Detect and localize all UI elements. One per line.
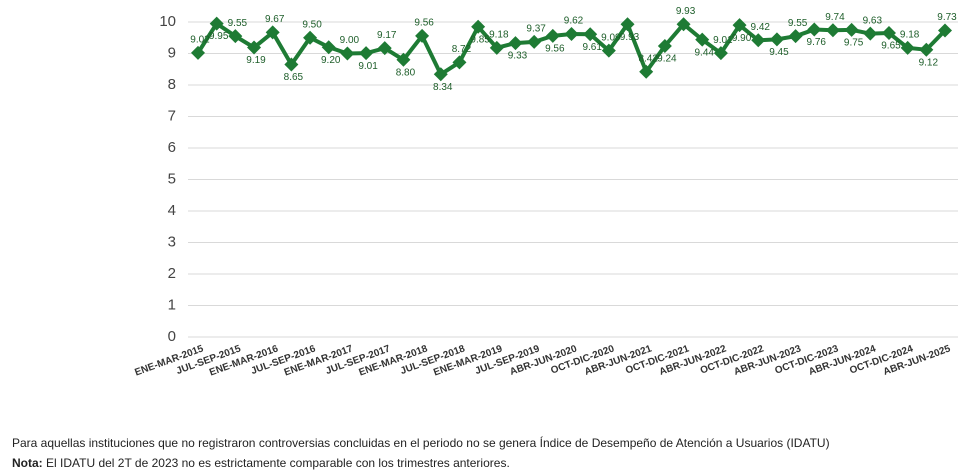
data-label: 9.24 — [657, 54, 677, 65]
point — [265, 25, 280, 40]
data-label: 9.65 — [881, 41, 901, 52]
data-label: 9.61 — [582, 42, 602, 53]
point — [321, 40, 336, 55]
point — [564, 26, 579, 41]
note: Nota: El IDATU del 2T de 2023 no es estr… — [12, 456, 510, 470]
point — [303, 30, 318, 45]
point — [452, 55, 467, 70]
data-label: 9.12 — [919, 57, 939, 68]
point — [919, 42, 934, 57]
point — [489, 40, 504, 55]
data-label: 9.63 — [863, 15, 883, 26]
data-label: 9.45 — [769, 47, 789, 58]
data-label: 9.42 — [751, 22, 771, 33]
point — [247, 40, 262, 55]
data-label: 9.76 — [807, 37, 827, 48]
data-label: 8.34 — [433, 82, 453, 93]
y-tick-label: 7 — [168, 107, 176, 124]
data-label: 9.90 — [732, 33, 752, 44]
point — [340, 46, 355, 61]
point — [657, 38, 672, 53]
point — [209, 16, 224, 31]
y-tick-label: 4 — [168, 202, 176, 219]
point — [938, 23, 952, 38]
data-label: 9.73 — [937, 12, 957, 23]
data-label: 9.93 — [676, 6, 696, 17]
data-label: 9.09 — [601, 32, 621, 43]
data-label: 9.44 — [694, 47, 714, 58]
data-label: 8.65 — [284, 72, 304, 83]
point — [844, 22, 859, 37]
point — [396, 52, 411, 67]
data-label: 9.02 — [190, 35, 210, 46]
y-tick-label: 3 — [168, 233, 176, 250]
point — [191, 45, 205, 60]
data-label: 9.19 — [246, 55, 266, 66]
point — [527, 34, 542, 49]
point — [359, 46, 374, 61]
point — [769, 32, 784, 47]
data-label: 9.17 — [377, 30, 397, 41]
point — [713, 46, 728, 61]
data-label: 9.20 — [321, 55, 341, 66]
y-tick-label: 10 — [159, 13, 176, 30]
data-label: 8.72 — [452, 44, 472, 55]
data-label: 9.62 — [564, 16, 584, 27]
data-label: 9.18 — [489, 29, 509, 40]
point — [471, 19, 486, 34]
data-label: 9.33 — [508, 51, 528, 62]
data-label: 9.37 — [526, 23, 546, 34]
data-label: 9.56 — [414, 18, 434, 29]
point — [639, 64, 654, 79]
data-label: 8.80 — [396, 67, 416, 78]
point — [433, 67, 448, 82]
point — [695, 32, 710, 47]
y-tick-label: 1 — [168, 296, 176, 313]
data-label: 9.01 — [713, 35, 733, 46]
point — [601, 43, 616, 58]
point — [676, 17, 691, 32]
point — [377, 41, 392, 56]
point — [508, 36, 523, 51]
y-tick-label: 0 — [168, 328, 176, 345]
y-tick-label: 5 — [168, 170, 176, 187]
data-label: 8.42 — [638, 53, 658, 64]
data-label: 9.74 — [825, 12, 845, 23]
point — [620, 17, 635, 32]
data-label: 9.95 — [209, 31, 229, 42]
y-tick-label: 2 — [168, 265, 176, 282]
data-label: 9.93 — [620, 32, 640, 43]
data-label: 9.85 — [470, 34, 490, 45]
note-label: Nota: — [12, 456, 43, 470]
data-label: 9.55 — [788, 18, 808, 29]
data-label: 9.00 — [340, 35, 360, 46]
data-label: 9.01 — [358, 61, 378, 72]
point — [881, 26, 896, 41]
data-label: 9.67 — [265, 14, 285, 25]
point — [788, 29, 803, 44]
y-tick-label: 8 — [168, 76, 176, 93]
data-label: 9.75 — [844, 38, 864, 49]
point — [825, 23, 840, 38]
point — [900, 40, 915, 55]
y-tick-label: 9 — [168, 44, 176, 61]
point — [807, 22, 822, 37]
point — [751, 33, 766, 48]
point — [732, 18, 747, 33]
point — [583, 27, 598, 42]
note-text: El IDATU del 2T de 2023 no es estrictame… — [43, 456, 510, 470]
data-label: 9.18 — [900, 29, 920, 40]
point — [228, 29, 243, 44]
footnote: Para aquellas instituciones que no regis… — [12, 435, 830, 450]
y-tick-label: 6 — [168, 139, 176, 156]
data-label: 9.50 — [302, 19, 322, 30]
point — [863, 26, 878, 41]
data-label: 9.55 — [228, 18, 248, 29]
point — [284, 57, 299, 72]
point — [415, 28, 430, 43]
data-label: 9.56 — [545, 44, 565, 55]
point — [545, 28, 560, 43]
